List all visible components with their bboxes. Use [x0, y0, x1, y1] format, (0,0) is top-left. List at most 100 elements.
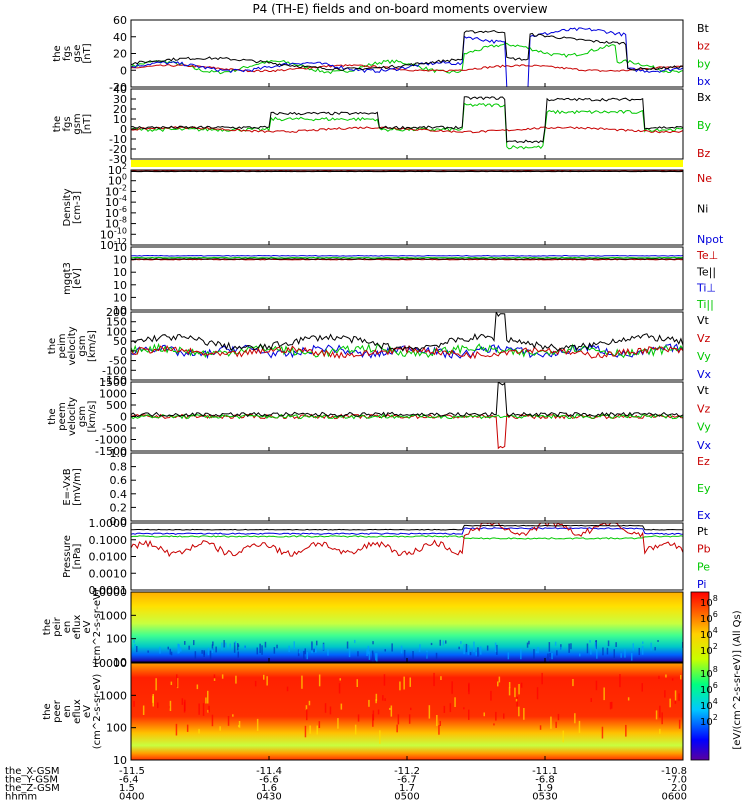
- y-axis-label: E=-VxB[mV/m]: [62, 468, 83, 506]
- spectrogram-pixel: [527, 643, 529, 648]
- spectrogram-pixel: [450, 703, 452, 712]
- svg-text:[km/s]: [km/s]: [87, 330, 98, 362]
- spectrogram-pixel: [225, 643, 227, 649]
- spectrogram-pixel: [136, 646, 138, 652]
- ephemeris-value: 0430: [256, 792, 281, 801]
- y-tick-label: 1000: [99, 609, 127, 622]
- spectrogram-pixel: [212, 642, 214, 646]
- legend-vx: Vx: [697, 439, 712, 452]
- legend-ti: Ti⊥: [696, 282, 716, 295]
- spectrogram-pixel: [171, 652, 173, 656]
- spectrogram-pixel: [263, 675, 265, 680]
- spectrogram-pixel: [266, 676, 268, 685]
- trace-pe: [131, 536, 683, 539]
- spectrogram-pixel: [678, 693, 680, 701]
- legend-ez: Ez: [697, 455, 710, 468]
- y-tick-label: 100: [106, 633, 127, 646]
- spectrogram-pixel: [244, 645, 246, 649]
- svg-text:[nT]: [nT]: [82, 43, 93, 63]
- spectrogram-pixel: [551, 653, 553, 659]
- spectrogram-pixel: [509, 682, 511, 688]
- legend-te: Te⊥: [696, 249, 718, 262]
- spectrogram-pixel: [516, 699, 518, 702]
- spectrogram-pixel: [305, 648, 307, 654]
- spectrogram-pixel: [327, 649, 329, 656]
- legend-ti: Ti||: [696, 298, 714, 311]
- spectrogram-pixel: [549, 642, 551, 652]
- spectrogram-pixel: [521, 683, 523, 688]
- spectrogram-pixel: [384, 698, 386, 701]
- spectrogram-pixel: [372, 653, 374, 662]
- ephemeris-value: 0530: [532, 792, 557, 801]
- spectrogram-pixel: [219, 726, 221, 730]
- y-tick-label: 10: [113, 266, 127, 279]
- spectrogram-pixel: [656, 710, 658, 719]
- spectrogram-pixel: [568, 644, 570, 653]
- y-tick-label: 0.0100: [89, 551, 128, 564]
- spectrogram-pixel: [463, 707, 465, 709]
- spectrogram-pixel: [157, 703, 159, 709]
- spectrogram-pixel: [309, 701, 311, 706]
- spectrogram-pixel: [454, 697, 456, 707]
- spectrogram-pixel: [493, 723, 495, 725]
- legend-by: By: [697, 119, 712, 132]
- spectrogram-pixel: [143, 706, 145, 716]
- spectrogram-pixel: [433, 673, 435, 686]
- spectrogram-pixel: [385, 649, 387, 651]
- spectrogram-pixel: [555, 642, 557, 646]
- spectrogram-pixel: [624, 649, 626, 658]
- spectrogram-pixel: [642, 646, 644, 655]
- legend-bt: Bt: [697, 22, 710, 35]
- spectrogram-pixel: [323, 644, 325, 650]
- spectrogram-pixel: [550, 717, 552, 729]
- spectrogram-pixel: [680, 675, 682, 679]
- spectrogram-pixel: [193, 640, 195, 645]
- spectrogram-pixel: [212, 648, 214, 653]
- spectrogram-pixel: [572, 679, 574, 686]
- legend-bz: bz: [697, 40, 710, 53]
- spectrogram-pixel: [404, 650, 406, 660]
- spectrogram-pixel: [675, 690, 677, 700]
- y-tick-label: 20: [113, 48, 127, 61]
- ephemeris-value: 0600: [662, 792, 687, 801]
- spectrogram-pixel: [235, 676, 237, 684]
- spectrogram-pixel: [659, 729, 661, 734]
- spectrogram-pixel: [210, 651, 212, 660]
- legend-te: Te||: [696, 265, 716, 278]
- spectrogram-pixel: [403, 677, 405, 690]
- spectrogram-pixel: [579, 721, 581, 733]
- ephemeris-value: 0400: [119, 792, 144, 801]
- y-axis-label: Density[cm-3]: [62, 188, 83, 226]
- spectrogram-pixel: [536, 651, 538, 653]
- spectrogram-pixel: [596, 681, 598, 691]
- spectrogram-pixel: [523, 708, 525, 720]
- spectrogram-pixel: [484, 713, 486, 717]
- spectrogram-pixel: [615, 642, 617, 647]
- spectrogram-pixel: [215, 647, 217, 653]
- spectrogram-pixel: [596, 650, 598, 659]
- spectrogram-pixel: [631, 653, 633, 661]
- spectrogram-pixel: [499, 677, 501, 683]
- panel-8: 1.00000.10000.01000.00100.0001Pressure[n…: [62, 517, 711, 597]
- spectrogram-pixel: [541, 673, 543, 684]
- svg-text:(cm^2-s-sr-eV): (cm^2-s-sr-eV): [92, 589, 103, 665]
- y-tick-label: 0: [120, 64, 127, 77]
- trace-pt: [131, 525, 683, 530]
- legend-ni: Ni: [697, 203, 708, 216]
- spectrogram-pixel: [355, 725, 357, 735]
- spectrogram-pixel: [537, 647, 539, 653]
- spectrogram-pixel: [349, 648, 351, 657]
- spectrogram-pixel: [518, 684, 520, 694]
- spectrogram-pixel: [514, 688, 516, 698]
- spectrogram-pixel: [339, 683, 341, 693]
- spectrogram-pixel: [316, 641, 318, 646]
- panel-frame: [131, 453, 683, 521]
- spectrogram-pixel: [495, 712, 497, 721]
